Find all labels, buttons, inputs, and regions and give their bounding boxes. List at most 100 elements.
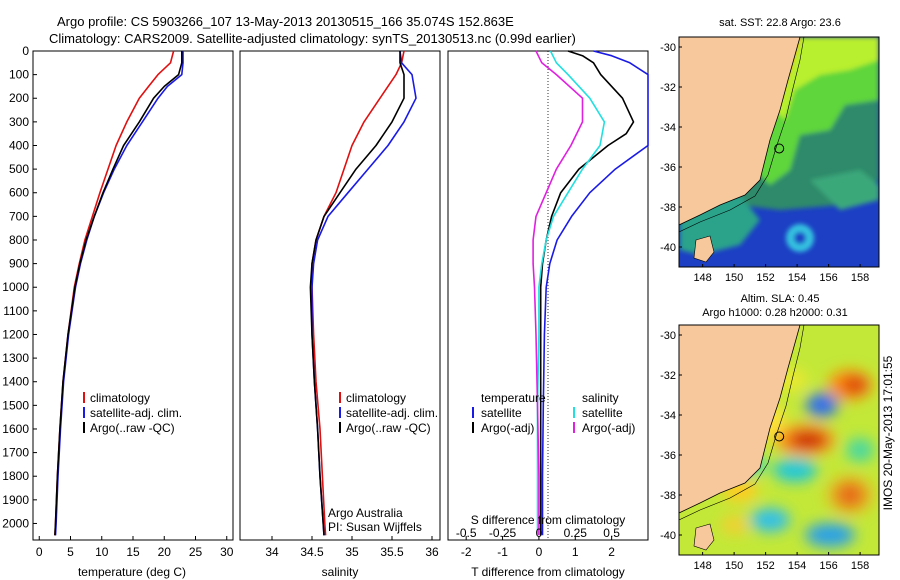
series-line-argo-raw-qc- bbox=[309, 51, 405, 536]
x-tick-label: 36 bbox=[425, 545, 439, 559]
depth-tick-label: 1000 bbox=[2, 280, 29, 294]
salinity-diff-tick-label: -0.5 bbox=[456, 526, 477, 540]
series-line-salinity-argo-adj- bbox=[532, 50, 584, 536]
map-y-tick-label: -36 bbox=[660, 450, 676, 462]
depth-tick-label: 500 bbox=[9, 162, 29, 176]
sla-map-image bbox=[679, 325, 879, 555]
salinity-plot-frame bbox=[239, 50, 441, 541]
map-x-tick-label: 156 bbox=[819, 272, 837, 284]
depth-tick-label: 1100 bbox=[3, 304, 29, 318]
map-y-tick-label: -32 bbox=[660, 82, 676, 94]
depth-tick-label: 1700 bbox=[2, 446, 29, 460]
depth-tick-label: 1600 bbox=[2, 422, 29, 436]
salinity-x-label: salinity bbox=[322, 565, 359, 579]
difference-series bbox=[532, 50, 649, 536]
depth-tick-label: 1200 bbox=[2, 327, 29, 341]
legend-satellite-label: satellite-adj. clim. bbox=[346, 406, 438, 420]
legend-sal-argo-label: Argo(-adj) bbox=[582, 421, 635, 435]
map-x-tick-label: 154 bbox=[788, 560, 806, 572]
depth-tick-label: 1800 bbox=[2, 469, 29, 483]
map-y-tick-label: -40 bbox=[660, 242, 676, 254]
x-tick-label: -1 bbox=[497, 545, 508, 559]
depth-tick-label: 1900 bbox=[2, 493, 29, 507]
depth-tick-label: 400 bbox=[9, 138, 29, 152]
temperature-difference-label: T difference from climatology bbox=[471, 565, 625, 579]
temperature-x-label: temperature (deg C) bbox=[78, 565, 186, 579]
x-tick-label: 34 bbox=[265, 545, 279, 559]
map-y-tick-label: -32 bbox=[660, 370, 676, 382]
map-x-tick-label: 154 bbox=[788, 272, 806, 284]
depth-tick-label: 1300 bbox=[2, 351, 29, 365]
map-y-tick-label: -30 bbox=[660, 42, 676, 54]
temperature-legend: climatology satellite-adj. clim. Argo(..… bbox=[83, 391, 182, 435]
difference-plot-frame bbox=[447, 50, 649, 541]
salinity-difference-x-axis: -0.5 -0.25 0 0.25 0.5 bbox=[456, 526, 620, 540]
x-tick-label: 5 bbox=[67, 545, 74, 559]
difference-legend: temperature satellite Argo(-adj) salinit… bbox=[472, 391, 635, 435]
salinity-diff-tick-label: 0.25 bbox=[564, 526, 588, 540]
map-x-tick-label: 150 bbox=[725, 560, 743, 572]
map-y-tick-label: -34 bbox=[660, 410, 676, 422]
map-y-tick-label: -38 bbox=[660, 490, 676, 502]
salinity-legend: climatology satellite-adj. clim. Argo(..… bbox=[328, 391, 438, 534]
temperature-x-axis: 0 5 10 15 20 25 30 bbox=[36, 536, 234, 559]
sst-map-frame bbox=[678, 36, 880, 268]
header-line-2: Climatology: CARS2009. Satellite-adjuste… bbox=[49, 31, 576, 46]
depth-tick-label: 600 bbox=[9, 186, 29, 200]
map-y-tick-label: -38 bbox=[660, 202, 676, 214]
x-tick-label: 25 bbox=[189, 545, 203, 559]
map-x-tick-label: 156 bbox=[819, 560, 837, 572]
map-x-tick-label: 148 bbox=[693, 560, 711, 572]
salinity-x-axis: 34 34.5 35 35.5 36 bbox=[265, 536, 439, 559]
map-x-tick-label: 158 bbox=[851, 560, 869, 572]
series-line-climatology bbox=[54, 50, 175, 536]
legend-climatology-label: climatology bbox=[90, 391, 150, 405]
credit-organization: Argo Australia bbox=[328, 506, 403, 520]
salinity-difference-label: S difference from climatology bbox=[471, 513, 626, 527]
x-tick-label: 2 bbox=[608, 545, 615, 559]
legend-argo-label: Argo(..raw -QC) bbox=[90, 421, 175, 435]
x-tick-label: 20 bbox=[158, 545, 172, 559]
x-tick-label: 1 bbox=[572, 545, 579, 559]
map-y-tick-label: -30 bbox=[660, 330, 676, 342]
x-tick-label: 10 bbox=[95, 545, 109, 559]
salinity-diff-tick-label: -0.25 bbox=[489, 526, 517, 540]
series-line-temperature-satellite bbox=[541, 50, 649, 536]
sla-map-title: Altim. SLA: 0.45 bbox=[741, 293, 820, 305]
sst-map-title: sat. SST: 22.8 Argo: 23.6 bbox=[719, 17, 841, 29]
depth-tick-label: 200 bbox=[9, 91, 29, 105]
legend-temperature-title: temperature bbox=[481, 391, 546, 405]
map-x-tick-label: 150 bbox=[725, 272, 743, 284]
depth-tick-label: 700 bbox=[9, 209, 29, 223]
depth-tick-label: 1500 bbox=[2, 398, 29, 412]
argo-position-marker bbox=[774, 143, 785, 154]
depth-tick-label: 300 bbox=[9, 115, 29, 129]
map-x-tick-label: 158 bbox=[851, 272, 869, 284]
credit-pi: PI: Susan Wijffels bbox=[328, 520, 422, 534]
depth-tick-label: 1400 bbox=[2, 375, 29, 389]
depth-tick-label: 900 bbox=[9, 257, 29, 271]
map-x-tick-label: 152 bbox=[756, 560, 774, 572]
map-y-tick-label: -34 bbox=[660, 122, 676, 134]
legend-argo-label: Argo(..raw -QC) bbox=[346, 421, 431, 435]
x-tick-label: 35.5 bbox=[380, 545, 404, 559]
sst-map-axes: 148 150 152 154 156 158 -30 -32 -34 -36 -38 -40 bbox=[660, 42, 869, 284]
salinity-diff-tick-label: 0 bbox=[536, 526, 543, 540]
x-tick-label: 34.5 bbox=[300, 545, 324, 559]
x-tick-label: 15 bbox=[126, 545, 140, 559]
map-x-tick-label: 152 bbox=[756, 272, 774, 284]
legend-temp-satellite-label: satellite bbox=[481, 406, 522, 420]
x-tick-label: 0 bbox=[36, 545, 43, 559]
argo-position-marker bbox=[774, 431, 785, 442]
depth-axis: 0 100 200 300 400 500 600 700 800 900 1000 1100 1200… bbox=[2, 44, 37, 530]
legend-satellite-label: satellite-adj. clim. bbox=[90, 406, 182, 420]
sst-map-image bbox=[679, 37, 879, 267]
depth-tick-label: 2000 bbox=[2, 516, 29, 530]
legend-temp-argo-label: Argo(-adj) bbox=[481, 421, 534, 435]
x-tick-label: -2 bbox=[461, 545, 472, 559]
map-y-tick-label: -40 bbox=[660, 530, 676, 542]
temperature-plot-frame bbox=[32, 50, 234, 541]
sla-map-axes: 148 150 152 154 156 158 -30 -32 -34 -36 -38 -40 bbox=[660, 330, 869, 572]
x-tick-label: 0 bbox=[536, 545, 543, 559]
